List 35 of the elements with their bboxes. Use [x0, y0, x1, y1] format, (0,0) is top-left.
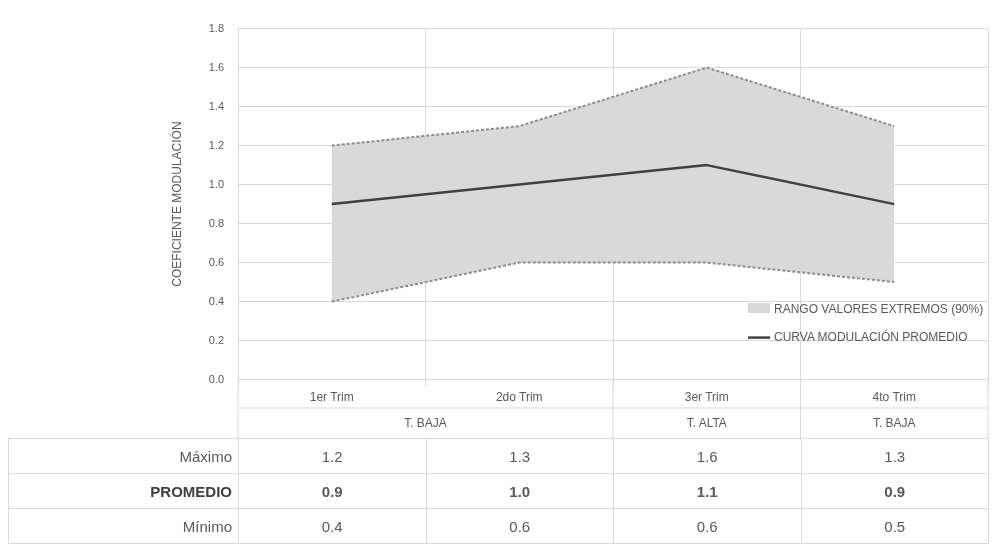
annotation: RANGO VALORES EXTREMOS (90%) — [774, 301, 984, 316]
x-tick-label: 3er Trim — [684, 390, 729, 405]
y-tick-label: 0.6 — [208, 255, 224, 268]
data-label: 0.6 — [613, 508, 801, 544]
data-label: 1.3 — [426, 438, 614, 474]
data-label: 1.6 — [613, 438, 801, 474]
text: Mínimo — [8, 508, 239, 544]
y-tick-label: 1.0 — [208, 177, 224, 190]
x-tick-label: 1er Trim — [309, 390, 354, 405]
data-label: 0.5 — [801, 508, 989, 544]
data-label: 0.6 — [426, 508, 614, 544]
text: T. ALTA — [686, 416, 727, 431]
text: Máximo — [8, 438, 239, 474]
data-label: 0.9 — [801, 473, 989, 509]
y-tick-label: 0.0 — [208, 372, 224, 385]
data-label: 1.2 — [238, 438, 426, 474]
y-tick-label: 1.6 — [208, 60, 224, 73]
y-tick-label: 1.8 — [208, 21, 224, 34]
data-label: 1.3 — [801, 438, 989, 474]
data-label: 1.1 — [613, 473, 801, 509]
x-tick-label: 4to Trim — [872, 390, 916, 405]
x-tick-label: 2do Trim — [495, 390, 543, 405]
data-label: 1.0 — [426, 473, 614, 509]
y-tick-label: 1.4 — [208, 99, 224, 112]
annotation: CURVA MODULACIÓN PROMEDIO — [774, 328, 968, 344]
y-tick-label: 0.8 — [208, 216, 224, 229]
data-label: 0.9 — [238, 473, 426, 509]
y-tick-label: 1.2 — [208, 138, 224, 151]
text: T. BAJA — [872, 416, 916, 431]
data-label: 0.4 — [238, 508, 426, 544]
text: T. BAJA — [404, 416, 447, 431]
y-tick-label: 0.2 — [208, 333, 224, 346]
y-tick-label: 0.4 — [208, 294, 224, 307]
y-axis-title: COEFICIENTE MODULACIÓN — [168, 121, 184, 287]
text: PROMEDIO — [8, 473, 239, 509]
